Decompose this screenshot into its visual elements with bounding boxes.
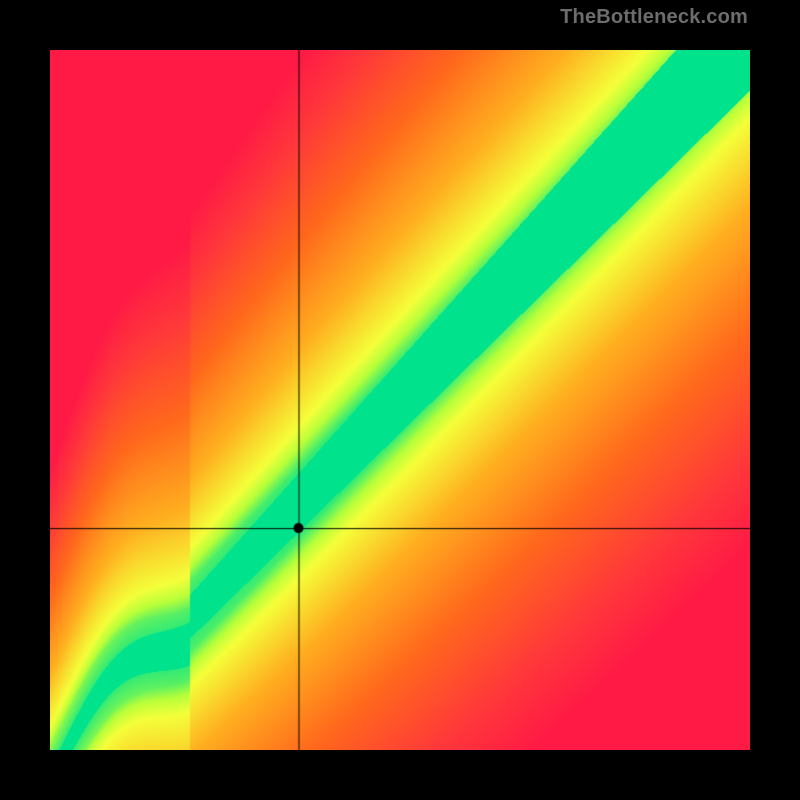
plot-area: [50, 50, 750, 750]
watermark-text: TheBottleneck.com: [560, 6, 748, 29]
chart-frame: { "watermark": { "text": "TheBottleneck.…: [0, 0, 800, 800]
crosshair-overlay: [50, 50, 750, 750]
